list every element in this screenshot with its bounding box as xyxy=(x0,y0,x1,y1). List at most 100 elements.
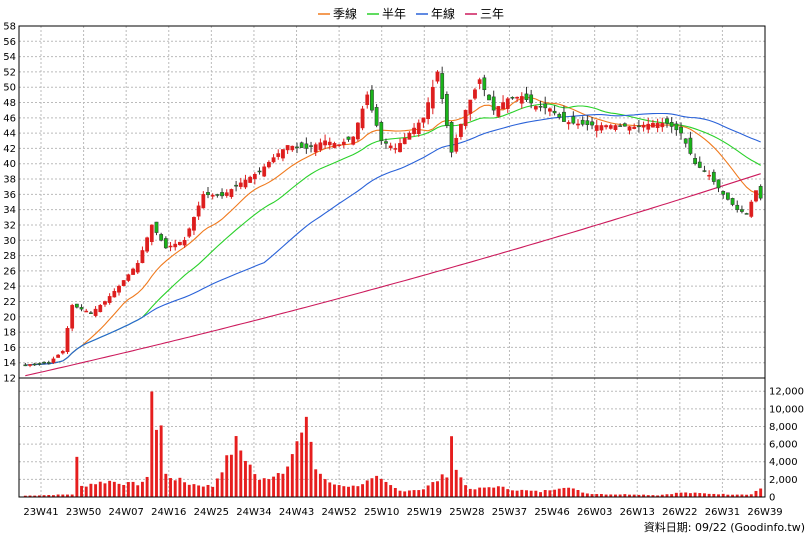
candle-body xyxy=(28,364,32,366)
x-tick-label: 26W22 xyxy=(662,507,697,518)
volume-bar xyxy=(421,489,425,497)
volume-bar xyxy=(56,494,60,497)
volume-bar xyxy=(440,474,444,497)
candle-body xyxy=(154,221,159,233)
volume-bar xyxy=(225,455,229,497)
candle-body xyxy=(594,125,599,131)
x-tick-label: 24W52 xyxy=(321,507,356,518)
chart-frames xyxy=(18,25,766,498)
volume-tick-label: 8,000 xyxy=(769,422,798,433)
volume-bar xyxy=(229,454,233,497)
chart-grid xyxy=(19,25,766,498)
candle-body xyxy=(126,274,131,281)
price-panel-frame xyxy=(18,25,766,379)
candle-body xyxy=(220,192,224,197)
candle-body xyxy=(266,161,271,168)
price-tick-label: 20 xyxy=(3,312,16,323)
candle-body xyxy=(660,122,665,128)
price-tick-label: 16 xyxy=(3,343,16,354)
candle-body xyxy=(402,137,407,145)
candle-body xyxy=(23,364,28,367)
volume-bar xyxy=(192,484,196,497)
candle-body xyxy=(234,184,238,187)
candle-body xyxy=(32,363,37,366)
candle-body xyxy=(346,136,351,140)
legend-label: 三年 xyxy=(480,7,504,21)
candle-body xyxy=(510,97,515,99)
volume-bar xyxy=(543,490,547,497)
volume-bar xyxy=(276,473,280,497)
candle-body xyxy=(46,362,51,364)
volume-bar xyxy=(155,429,158,497)
candle-body xyxy=(327,141,332,146)
candle-body xyxy=(131,268,135,275)
price-tick-label: 36 xyxy=(3,190,16,201)
volume-bar xyxy=(267,479,271,497)
volume-bar xyxy=(417,490,421,497)
volume-tick-label: 0 xyxy=(769,493,775,504)
volume-bar xyxy=(33,495,37,497)
volume-bar xyxy=(136,485,140,497)
volume-bar xyxy=(660,494,664,497)
volume-bars xyxy=(23,391,763,497)
volume-bar xyxy=(571,488,575,497)
chart-legend: 季線 半年 年線 三年 xyxy=(318,6,504,21)
volume-bar xyxy=(258,479,261,497)
x-tick-label: 24W16 xyxy=(151,507,186,518)
candle-body xyxy=(566,122,571,125)
price-tick-label: 48 xyxy=(3,98,16,109)
volume-bar xyxy=(501,486,505,497)
volume-bar xyxy=(562,487,566,497)
volume-bar xyxy=(201,486,205,497)
candle-body xyxy=(37,363,42,365)
candle-body xyxy=(74,303,79,308)
candle-body xyxy=(702,170,707,172)
volume-bar xyxy=(108,480,112,497)
candle-body xyxy=(56,354,61,358)
candle-body xyxy=(651,122,655,128)
volume-bar xyxy=(80,485,83,497)
volume-bar xyxy=(140,481,144,497)
candle-body xyxy=(388,145,393,149)
volume-bar xyxy=(609,494,613,497)
volume-bar xyxy=(333,484,336,497)
candle-body xyxy=(313,144,318,153)
candle-body xyxy=(435,71,440,82)
candle-body xyxy=(613,125,618,130)
candle-body xyxy=(60,350,65,354)
volume-bar xyxy=(309,441,313,497)
volume-bar xyxy=(520,489,524,497)
candle-body xyxy=(622,123,627,127)
candlesticks xyxy=(23,66,763,368)
candle-body xyxy=(51,358,56,363)
volume-bar xyxy=(304,416,308,497)
volume-bar xyxy=(637,494,641,497)
candle-body xyxy=(505,98,510,109)
volume-bar xyxy=(103,483,107,497)
volume-bar xyxy=(712,493,716,497)
ma-line-季線 xyxy=(25,96,761,366)
candle-body xyxy=(557,114,562,118)
volume-bar xyxy=(450,436,453,497)
price-tick-label: 14 xyxy=(3,358,16,369)
candle-body xyxy=(299,142,304,148)
price-tick-label: 44 xyxy=(3,129,16,140)
legend-label: 年線 xyxy=(431,6,455,21)
candle-body xyxy=(463,109,468,126)
candle-body xyxy=(711,171,716,182)
candle-body xyxy=(459,123,463,137)
volume-bar xyxy=(473,489,477,497)
x-tick-label: 25W10 xyxy=(364,507,399,518)
candle-body xyxy=(121,280,126,286)
candle-body xyxy=(449,121,454,153)
candle-body xyxy=(552,110,557,114)
volume-bar xyxy=(614,494,617,497)
candle-body xyxy=(416,122,421,134)
volume-bar xyxy=(84,486,88,497)
candle-body xyxy=(707,174,712,177)
volume-bar xyxy=(590,494,594,497)
candle-body xyxy=(103,301,107,305)
volume-bar xyxy=(215,478,219,497)
volume-bar xyxy=(426,485,430,497)
ma-line-半年 xyxy=(25,103,761,366)
